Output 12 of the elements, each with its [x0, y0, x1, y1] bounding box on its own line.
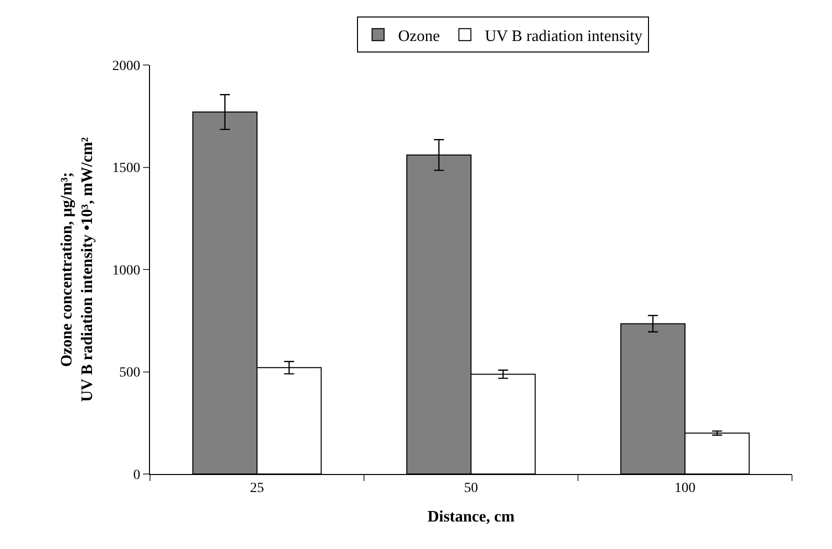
x-tick-label: 25: [250, 480, 264, 496]
y-tick-label: 1500: [112, 161, 140, 176]
y-axis-title: Ozone concentration, µg/m³; UV B radiation intensity •10³, mW/cm²: [58, 136, 96, 402]
x-axis-title: Distance, cm: [427, 508, 516, 526]
legend-label: Ozone: [398, 28, 440, 45]
y-tick-label: 500: [119, 366, 140, 381]
y-tick-label: 2000: [112, 58, 140, 74]
y-tick-label: 1000: [112, 263, 140, 278]
x-tick-label: 100: [674, 480, 696, 496]
y-tick-label: 0: [133, 468, 140, 483]
x-tick-label: 50: [464, 480, 478, 496]
legend-label: UV B radiation intensity: [484, 28, 642, 45]
